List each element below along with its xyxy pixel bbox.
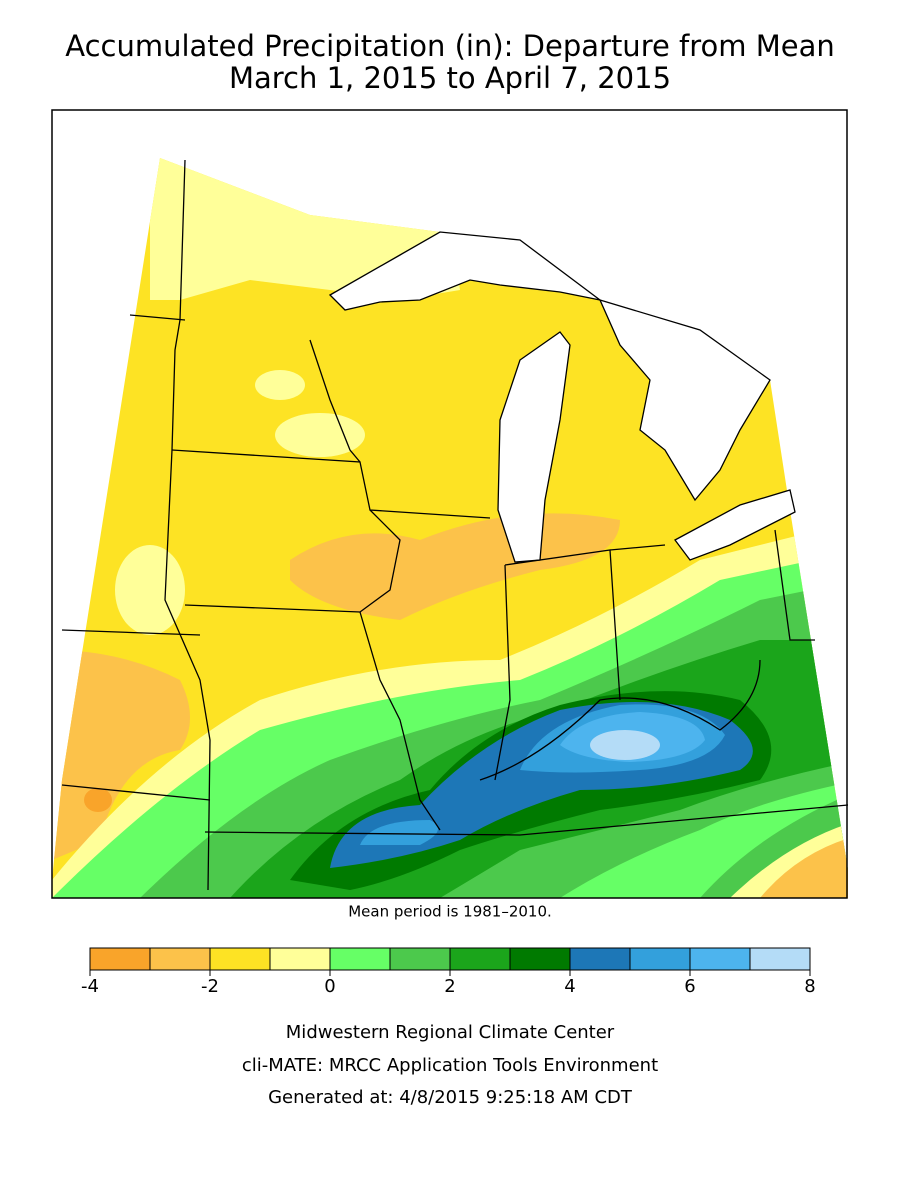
field bbox=[115, 545, 185, 635]
legend-tick-label: 2 bbox=[444, 976, 455, 997]
legend-swatch bbox=[749, 947, 811, 971]
footer-line: cli-MATE: MRCC Application Tools Environ… bbox=[242, 1055, 658, 1076]
legend-swatch bbox=[329, 947, 391, 971]
note: Mean period is 1981–2010. bbox=[348, 903, 552, 921]
lake-huron bbox=[598, 298, 771, 502]
field bbox=[84, 788, 112, 812]
legend: -4 -2 0 2 4 6 8 bbox=[81, 947, 816, 997]
legend-swatch bbox=[269, 947, 331, 971]
legend-swatch bbox=[689, 947, 751, 971]
legend-tick-label: 0 bbox=[324, 976, 335, 997]
footer-line: Midwestern Regional Climate Center bbox=[286, 1022, 615, 1043]
legend-swatch bbox=[389, 947, 451, 971]
legend-swatch bbox=[509, 947, 571, 971]
field bbox=[360, 820, 438, 845]
field bbox=[150, 158, 460, 300]
map-frame bbox=[51, 109, 848, 899]
border bbox=[164, 159, 211, 891]
legend-swatch bbox=[89, 947, 151, 971]
legend-swatch bbox=[449, 947, 511, 971]
field bbox=[52, 650, 190, 860]
field bbox=[760, 835, 848, 898]
legend-swatch bbox=[569, 947, 631, 971]
border bbox=[129, 314, 361, 463]
footer-line: Generated at: 4/8/2015 9:25:18 AM CDT bbox=[268, 1087, 633, 1108]
lakes bbox=[328, 231, 796, 563]
legend-swatch bbox=[209, 947, 271, 971]
legend-tick-label: 6 bbox=[684, 976, 695, 997]
border bbox=[359, 529, 815, 831]
legend-tick-label: 4 bbox=[564, 976, 575, 997]
field bbox=[255, 370, 305, 400]
lake-michigan bbox=[497, 331, 571, 563]
legend-swatch bbox=[149, 947, 211, 971]
legend-tick-label: -4 bbox=[81, 976, 99, 997]
lake-erie bbox=[674, 489, 796, 561]
legend-swatch bbox=[629, 947, 691, 971]
border bbox=[171, 449, 491, 519]
lake-superior bbox=[328, 231, 601, 311]
legend-tick-label: -2 bbox=[201, 976, 219, 997]
field bbox=[590, 730, 660, 760]
title-line: Accumulated Precipitation (in): Departur… bbox=[65, 29, 835, 63]
title-line: March 1, 2015 to April 7, 2015 bbox=[229, 61, 671, 95]
legend-tick-label: 8 bbox=[804, 976, 815, 997]
border bbox=[184, 509, 401, 613]
border bbox=[61, 629, 849, 836]
border bbox=[479, 659, 761, 781]
field bbox=[275, 413, 365, 457]
state-borders bbox=[61, 159, 849, 891]
